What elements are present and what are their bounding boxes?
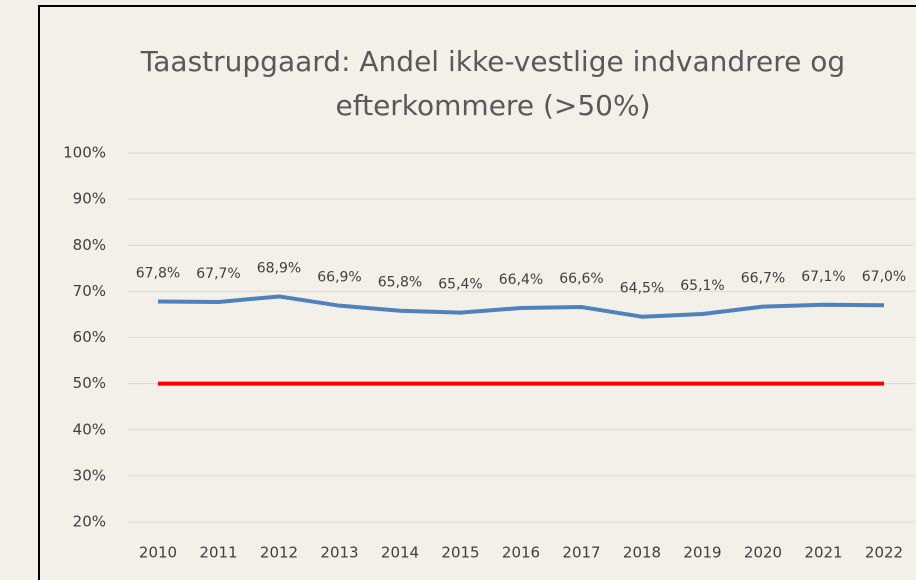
y-tick-label: 80% <box>73 236 106 254</box>
data-label: 65,4% <box>438 277 482 293</box>
x-tick-label: 2011 <box>199 544 237 562</box>
data-label: 67,0% <box>862 269 906 285</box>
data-label: 67,8% <box>136 266 180 282</box>
chart-frame <box>38 5 916 580</box>
y-tick-label: 40% <box>73 420 106 438</box>
y-tick-label: 70% <box>73 282 106 300</box>
y-tick-label: 50% <box>73 374 106 392</box>
x-tick-label: 2018 <box>623 544 661 562</box>
data-label: 64,5% <box>620 281 664 297</box>
x-tick-label: 2020 <box>744 544 782 562</box>
y-tick-label: 20% <box>73 513 106 531</box>
y-tick-label: 90% <box>73 190 106 208</box>
x-tick-label: 2022 <box>865 544 903 562</box>
x-tick-label: 2014 <box>381 544 419 562</box>
y-tick-label: 100% <box>63 144 106 162</box>
data-label: 67,1% <box>801 269 845 285</box>
data-label: 66,6% <box>559 271 603 287</box>
x-tick-label: 2012 <box>260 544 298 562</box>
data-label: 67,7% <box>196 266 240 282</box>
x-tick-label: 2013 <box>320 544 358 562</box>
data-label: 66,9% <box>317 270 361 286</box>
x-tick-label: 2015 <box>441 544 479 562</box>
data-label: 65,8% <box>378 275 422 291</box>
data-label: 66,4% <box>499 272 543 288</box>
chart-title: Taastrupgaard: Andel ikke-vestlige indva… <box>140 45 846 122</box>
series-line <box>157 294 885 319</box>
y-tick-label: 30% <box>73 466 106 484</box>
x-tick-label: 2016 <box>502 544 540 562</box>
x-tick-label: 2019 <box>683 544 721 562</box>
x-tick-label: 2010 <box>139 544 177 562</box>
data-label: 65,1% <box>680 278 724 294</box>
data-label: 66,7% <box>741 271 785 287</box>
data-label: 68,9% <box>257 260 301 276</box>
x-tick-label: 2021 <box>804 544 842 562</box>
x-tick-label: 2017 <box>562 544 600 562</box>
y-tick-label: 60% <box>73 328 106 346</box>
